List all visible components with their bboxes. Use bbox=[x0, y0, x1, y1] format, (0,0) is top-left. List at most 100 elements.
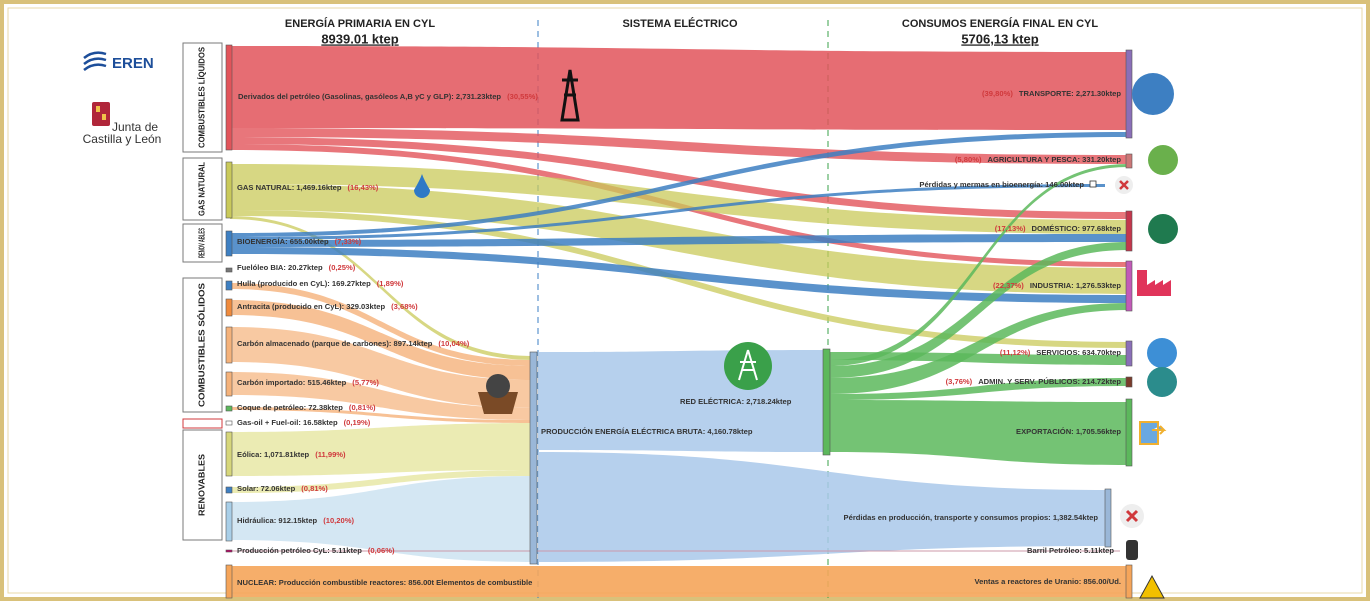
label-text: Barril Petróleo: 5.11ktep bbox=[1027, 546, 1114, 555]
share: (0,81%) bbox=[301, 484, 328, 493]
source-label: Gas-oil + Fuel-oil: 16.58ktep (0,19%) bbox=[237, 418, 371, 427]
source-label: Carbón importado: 515.46ktep (5,77%) bbox=[237, 378, 379, 387]
consumption-label: (39,80%) TRANSPORTE: 2,271.30ktep bbox=[982, 89, 1121, 98]
label-text: GAS NATURAL: 1,469.16ktep bbox=[237, 183, 342, 192]
source-node bbox=[225, 267, 233, 273]
source-node bbox=[225, 486, 233, 494]
group-box bbox=[182, 277, 223, 413]
share: (17,13%) bbox=[995, 224, 1026, 233]
label-text: EXPORTACIÓN: 1,705.56ktep bbox=[1016, 427, 1121, 436]
source-node bbox=[225, 44, 233, 151]
label-text: Coque de petróleo: 72.38ktep bbox=[237, 403, 343, 412]
flows bbox=[230, 46, 1130, 597]
flow bbox=[230, 300, 533, 380]
label-text: ADMIN. Y SERV. PÚBLICOS: 214.72ktep bbox=[978, 377, 1121, 386]
flow bbox=[538, 452, 1108, 562]
consumption-node bbox=[1125, 210, 1133, 252]
share: (5,80%) bbox=[955, 155, 982, 164]
flow bbox=[830, 400, 1128, 465]
consumption-node bbox=[1125, 376, 1133, 388]
share: (5,77%) bbox=[352, 378, 379, 387]
icon bbox=[478, 392, 518, 414]
source-label: Derivados del petróleo (Gasolinas, gasól… bbox=[238, 92, 538, 101]
source-label: Hidráulica: 912.15ktep (10,20%) bbox=[237, 516, 354, 525]
share: (22,37%) bbox=[993, 281, 1024, 290]
source-node bbox=[225, 564, 233, 599]
label-text: Carbón almacenado (parque de carbones): … bbox=[237, 339, 433, 348]
icon bbox=[1148, 145, 1178, 175]
source-label: NUCLEAR: Producción combustible reactore… bbox=[237, 578, 532, 587]
source-node bbox=[225, 371, 233, 397]
source-node bbox=[225, 230, 233, 257]
label-text: Antracita (producido en CyL): 329.03ktep bbox=[237, 302, 385, 311]
source-node bbox=[225, 405, 233, 412]
flow bbox=[230, 372, 533, 420]
label-text: Hulla (producido en CyL): 169.27ktep bbox=[237, 279, 371, 288]
consumption-node bbox=[1125, 153, 1133, 169]
column-title: ENERGÍA PRIMARIA EN CYL bbox=[285, 17, 435, 30]
label-text: Fuelóleo BIA: 20.27ktep bbox=[237, 263, 323, 272]
label-text: Ventas a reactores de Uranio: 856.00/Ud. bbox=[975, 577, 1121, 586]
group-box bbox=[182, 157, 223, 221]
icon bbox=[1119, 180, 1129, 190]
flow bbox=[230, 283, 533, 366]
electric-node bbox=[822, 348, 831, 456]
label-text: SERVICIOS: 634.70ktep bbox=[1036, 348, 1121, 357]
flow bbox=[230, 423, 533, 476]
source-node bbox=[225, 280, 233, 291]
label-text: Producción petróleo CyL: 5.11ktep bbox=[237, 546, 362, 555]
flow bbox=[230, 566, 1130, 597]
consumption-label: (3,76%) ADMIN. Y SERV. PÚBLICOS: 214.72kt… bbox=[946, 377, 1122, 386]
consumption-label: Barril Petróleo: 5.11ktep bbox=[1027, 546, 1114, 555]
label-text: AGRICULTURA Y PESCA: 331.20ktep bbox=[988, 155, 1122, 164]
share: (1,89%) bbox=[377, 279, 404, 288]
flow bbox=[230, 164, 1128, 234]
consumption-label: (5,80%) AGRICULTURA Y PESCA: 331.20ktep bbox=[955, 155, 1121, 164]
label-text: NUCLEAR: Producción combustible reactore… bbox=[237, 578, 532, 587]
consumption-node bbox=[1104, 488, 1112, 548]
source-node bbox=[225, 326, 233, 364]
label-text: BIOENERGÍA: 655.00ktep bbox=[237, 237, 329, 246]
flow bbox=[830, 242, 1128, 378]
source-label: Coque de petróleo: 72.38ktep (0,81%) bbox=[237, 403, 376, 412]
share: (30,55%) bbox=[507, 92, 538, 101]
flow bbox=[230, 132, 1128, 237]
icon bbox=[1137, 270, 1171, 296]
logo-text: Castilla y León bbox=[83, 132, 162, 146]
icon bbox=[1139, 574, 1165, 599]
group-label: RENOV ABLES bbox=[196, 228, 206, 258]
source-node bbox=[225, 431, 233, 477]
icon bbox=[1147, 367, 1177, 397]
icon bbox=[486, 374, 510, 398]
label-text: Eólica: 1,071.81ktep bbox=[237, 450, 310, 459]
flow bbox=[230, 128, 1128, 164]
column-total: 8939.01 ktep bbox=[321, 31, 398, 46]
source-label: Hulla (producido en CyL): 169.27ktep (1,8… bbox=[237, 279, 404, 288]
source-label: GAS NATURAL: 1,469.16ktep (16,43%) bbox=[237, 183, 379, 192]
logo-text: EREN bbox=[112, 55, 154, 72]
source-label: Fuelóleo BIA: 20.27ktep (0,25%) bbox=[237, 263, 356, 272]
label-text: Carbón importado: 515.46ktep bbox=[237, 378, 347, 387]
consumption-label: Pérdidas y mermas en bioenergía: 146.00k… bbox=[919, 180, 1084, 189]
flow bbox=[230, 327, 533, 408]
label-text: Derivados del petróleo (Gasolinas, gasól… bbox=[238, 92, 501, 101]
icon bbox=[1139, 421, 1167, 445]
flow bbox=[230, 46, 1128, 130]
share: (0,19%) bbox=[344, 418, 371, 427]
logo-text: Junta de bbox=[112, 120, 158, 134]
eren-logo: EREN bbox=[83, 51, 154, 72]
label-text: TRANSPORTE: 2,271.30ktep bbox=[1019, 89, 1121, 98]
source-node bbox=[225, 420, 233, 426]
group-box bbox=[182, 429, 223, 541]
icon bbox=[1089, 180, 1097, 188]
share: (11,99%) bbox=[315, 450, 346, 459]
flow bbox=[230, 184, 1105, 240]
junta-logo: Junta de Castilla y León bbox=[83, 102, 162, 146]
flow bbox=[230, 137, 1128, 219]
consumption-node bbox=[1125, 398, 1133, 467]
label-text: Gas-oil + Fuel-oil: 16.58ktep bbox=[237, 418, 338, 427]
consumption-label: Ventas a reactores de Uranio: 856.00/Ud. bbox=[975, 577, 1121, 586]
flow bbox=[230, 234, 1128, 247]
